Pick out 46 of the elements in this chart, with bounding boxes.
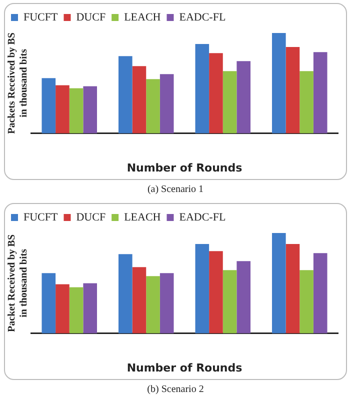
bar (222, 71, 237, 134)
bar (42, 78, 56, 134)
text: (b) Scenario 2 (146, 383, 205, 397)
text: (a) Scenario 1 (146, 183, 205, 197)
legend-label: FUCFT (24, 11, 58, 24)
bar (42, 273, 56, 334)
legend-label: DUCF (76, 11, 106, 24)
bar (146, 79, 160, 134)
bar (69, 287, 84, 334)
legend-label: FUCFT (24, 211, 58, 224)
bar (146, 276, 160, 334)
bar (56, 85, 70, 134)
bar (222, 270, 237, 334)
legend-label: EADC-FL (179, 211, 226, 224)
legend-label: DUCF (76, 211, 106, 224)
bar (195, 44, 210, 134)
bar (286, 47, 300, 134)
bar (272, 233, 286, 334)
bar (160, 74, 174, 134)
bar (300, 71, 314, 134)
bar (209, 251, 223, 334)
bar (236, 261, 251, 334)
bar (313, 253, 328, 334)
bar (132, 267, 146, 334)
bar (300, 270, 314, 334)
bar (132, 66, 146, 134)
legend-label: LEACH (124, 11, 161, 24)
legend-label: EADC-FL (179, 11, 226, 24)
x-axis-title: Number of Rounds (126, 161, 243, 174)
bar (195, 244, 210, 334)
bar (209, 53, 223, 134)
y-axis-title: Packets Received by BS in thousand bits (6, 32, 30, 134)
bar (286, 244, 300, 334)
y-axis-title: Packet Received by BS in thousand bits (6, 234, 30, 332)
bar (83, 283, 98, 334)
bar (56, 284, 70, 334)
bar (83, 86, 98, 134)
bar (236, 61, 251, 134)
bar (160, 273, 174, 334)
bar (118, 254, 132, 334)
legend-label: LEACH (124, 211, 161, 224)
bar (118, 56, 132, 134)
bar (313, 52, 328, 134)
bar (272, 33, 286, 134)
x-axis-title: Number of Rounds (126, 361, 243, 374)
bar (69, 88, 84, 134)
